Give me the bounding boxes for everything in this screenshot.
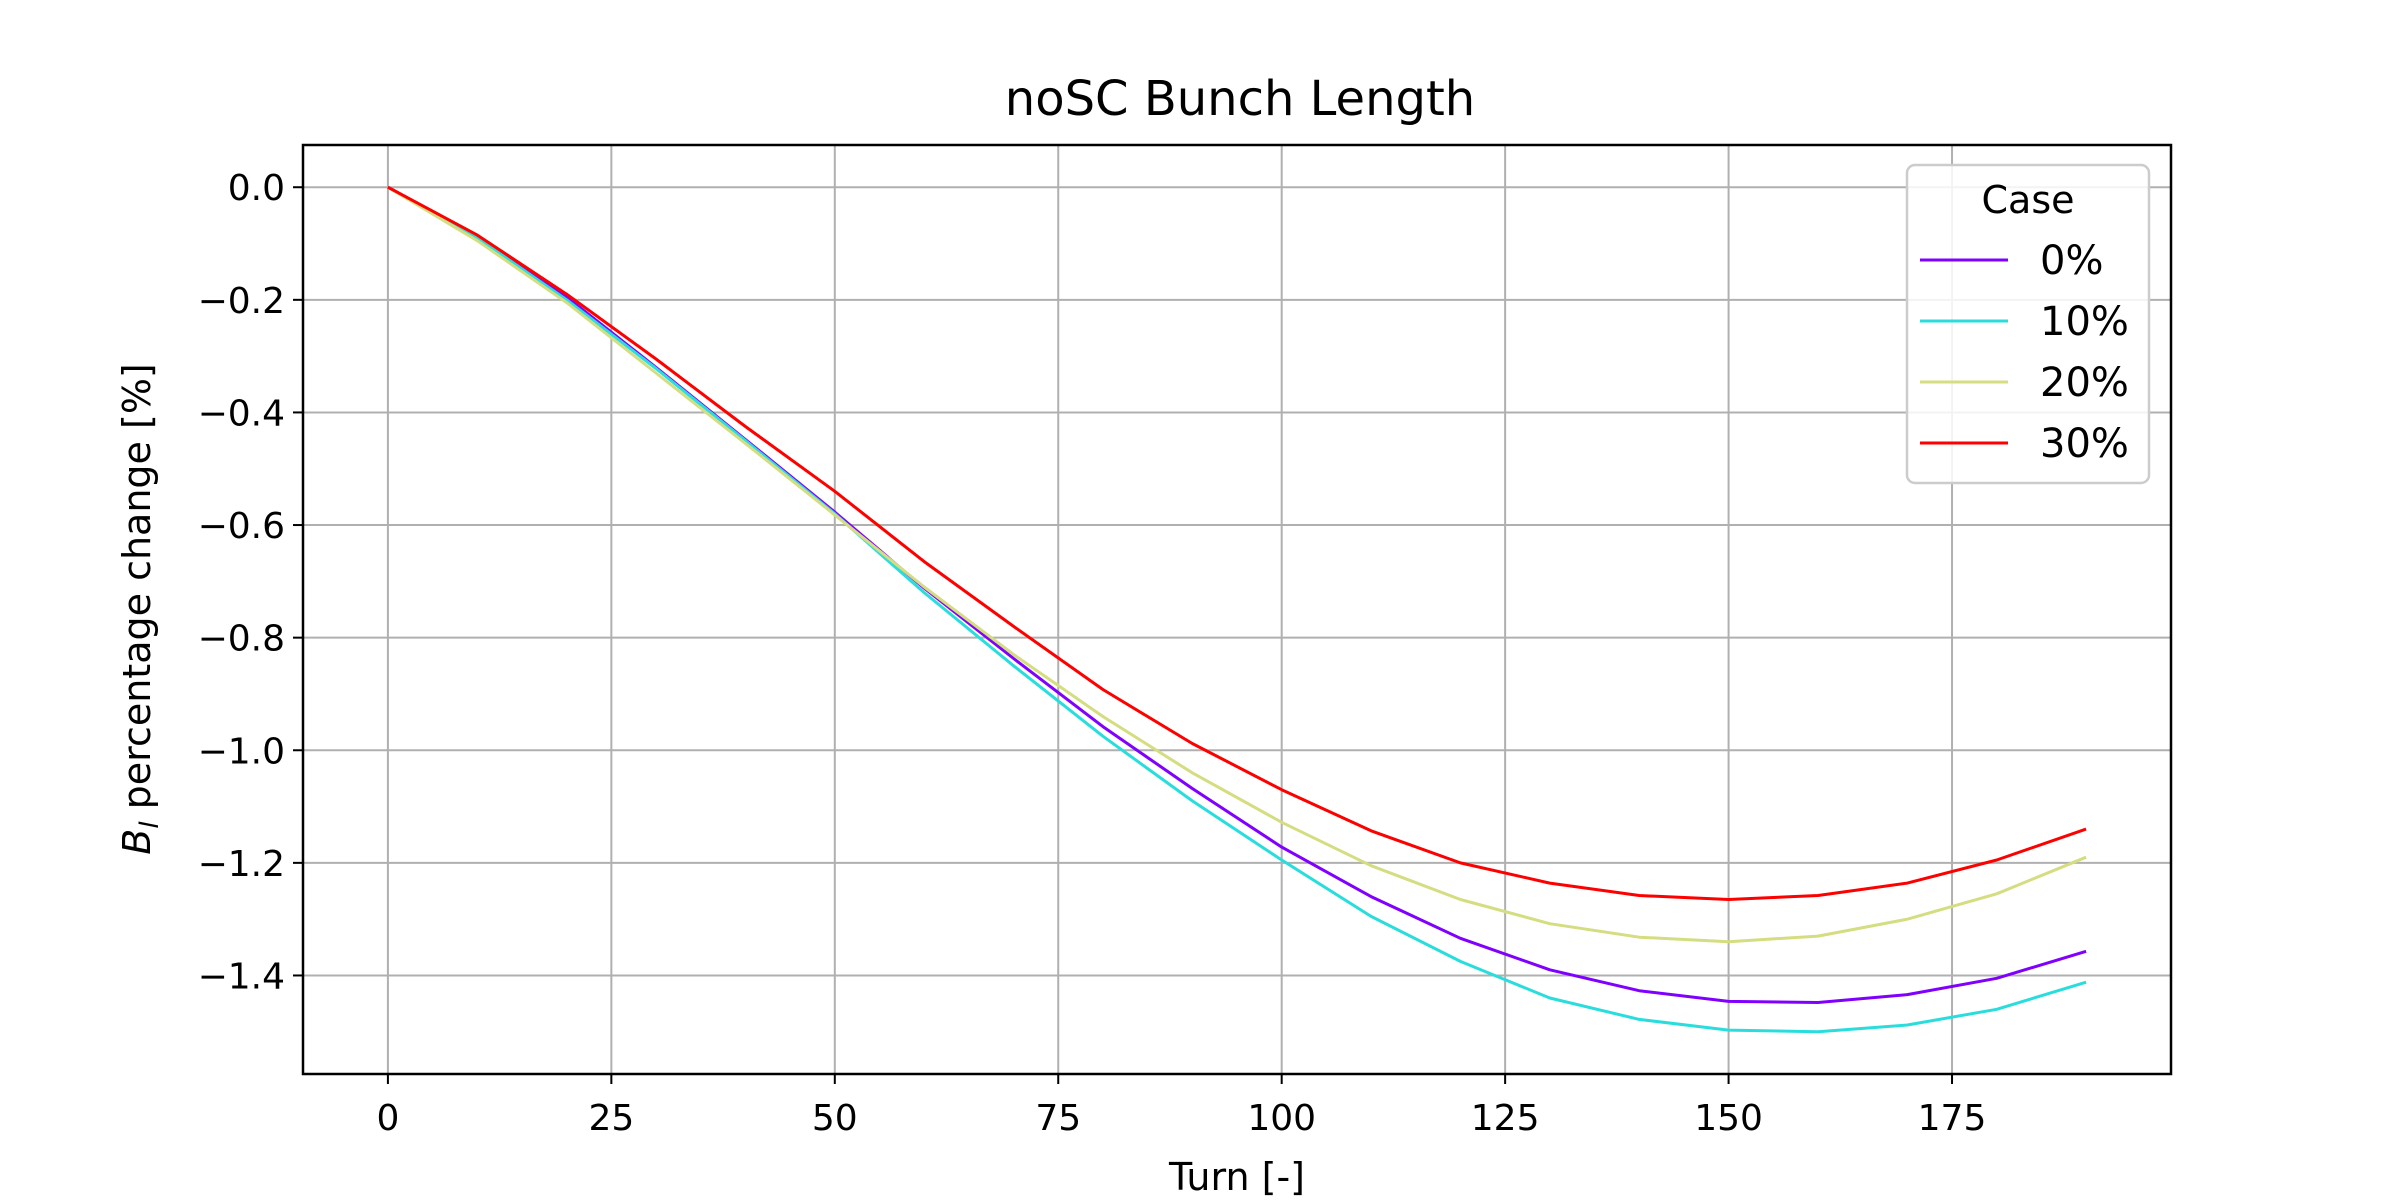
series-line-3 [387, 185, 2087, 944]
y-tick-label: −1.0 [198, 731, 285, 772]
series-line-4 [387, 185, 2087, 901]
x-tick-label: 50 [812, 1098, 858, 1139]
x-tick-label: 0 [376, 1098, 399, 1139]
legend-label: 10% [2040, 299, 2129, 345]
plot-area [387, 185, 2087, 1034]
y-axis-label-symbol: B [115, 829, 159, 855]
y-tick-label: −0.8 [198, 619, 285, 660]
x-tick-label: 75 [1035, 1098, 1081, 1139]
y-tick-label: −0.6 [198, 506, 285, 547]
y-tick-label: 0.0 [228, 168, 285, 209]
x-axis-label: Turn [-] [1168, 1155, 1305, 1199]
chart-title: noSC Bunch Length [1005, 71, 1475, 127]
plot-frame [301, 143, 2173, 1076]
x-tick-label: 150 [1694, 1098, 1763, 1139]
x-tick-label: 125 [1471, 1098, 1540, 1139]
legend-title: Case [1982, 178, 2075, 222]
x-tick-label: 175 [1918, 1098, 1987, 1139]
legend-box [1905, 163, 2151, 485]
axis-ticks: 0 25 50 75 100 125 150 175 0.0 −0.2 −0.4 −0.6 −0.8 −1… [198, 168, 1987, 1139]
x-tick-label: 25 [588, 1098, 634, 1139]
series-line-2 [387, 185, 2087, 1034]
y-axis-label-subscript: l [135, 821, 165, 829]
y-axis-label-text: percentage change [%] [115, 363, 159, 821]
y-tick-label: −0.2 [198, 281, 285, 322]
y-tick-label: −0.4 [198, 393, 285, 434]
y-tick-label: −1.4 [198, 956, 285, 997]
legend-label: 30% [2040, 421, 2129, 467]
x-tick-label: 100 [1247, 1098, 1316, 1139]
legend-label: 0% [2040, 238, 2103, 284]
legend: Case 0% 10% 20% 30% [1905, 163, 2151, 485]
legend-label: 20% [2040, 360, 2129, 406]
y-tick-label: −1.2 [198, 844, 285, 885]
y-axis-label: Bl percentage change [%] [115, 363, 165, 854]
